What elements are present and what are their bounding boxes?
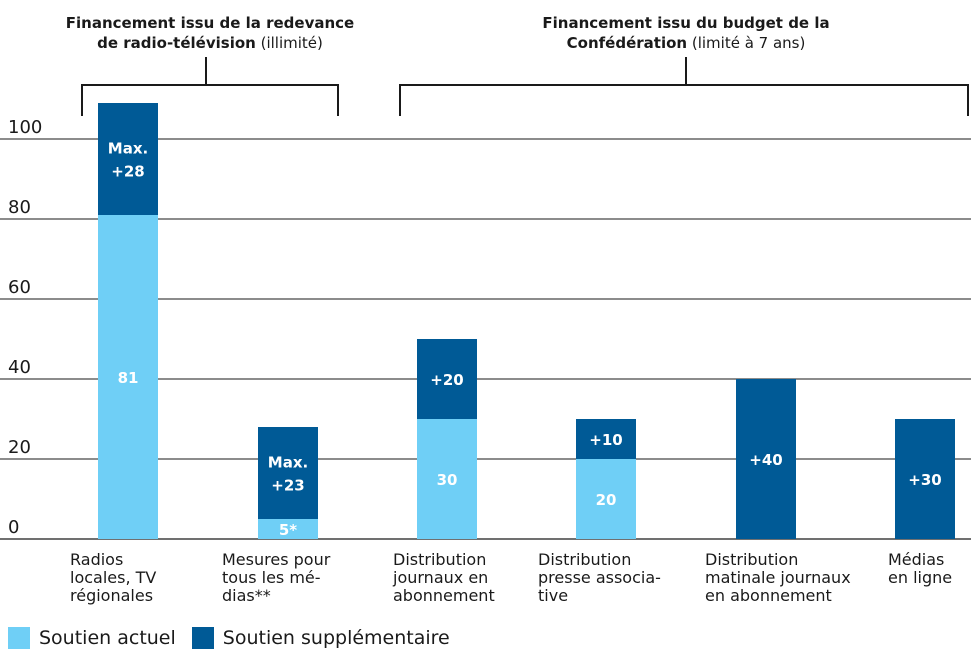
legend-label-additional: Soutien supplémentaire	[222, 627, 450, 649]
bar-value-label: +30	[908, 471, 941, 489]
y-tick-label: 100	[8, 117, 42, 138]
y-tick-label: 60	[8, 277, 31, 298]
group-title-line1: Financement issu du budget de la	[542, 14, 830, 32]
y-tick-label: 20	[8, 437, 31, 458]
group-title-line1: Financement issu de la redevance	[65, 14, 355, 32]
group-title-licence-fee: Financement issu de la redevance de radi…	[40, 13, 380, 53]
group-title-line2-normal: (limité à 7 ans)	[687, 34, 806, 52]
legend-label-current: Soutien actuel	[39, 627, 176, 649]
bar-value-label: +40	[749, 451, 782, 469]
bar-value-label: 81	[118, 369, 139, 387]
bracket-licence-fee	[81, 57, 339, 116]
x-category-label: Distribution journaux en abonnement	[393, 550, 495, 605]
group-title-line2-bold: de radio-télévision	[97, 34, 256, 52]
bar-value-label: Max.	[268, 454, 308, 472]
bar-current-support	[98, 215, 158, 539]
bar-additional-support	[576, 419, 636, 459]
bracket-federal-budget	[399, 57, 969, 116]
group-title-federal-budget: Financement issu du budget de la Confédé…	[506, 13, 866, 53]
x-category-label: Radios locales, TV régionales	[70, 550, 157, 605]
x-category-label: Distribution matinale journaux en abonne…	[705, 550, 851, 605]
bar-value-label: 5*	[279, 521, 297, 539]
bar-value-label: 30	[437, 471, 458, 489]
bar-additional-support	[258, 427, 318, 519]
y-tick-label: 80	[8, 197, 31, 218]
legend-item-additional: Soutien supplémentaire	[191, 627, 450, 649]
bar-value-label: Max.	[108, 140, 148, 158]
bar-additional-support	[895, 419, 955, 539]
legend-swatch-current	[8, 627, 30, 649]
bar-current-support	[576, 459, 636, 539]
x-category-label: Médias en ligne	[888, 550, 953, 587]
group-title-line2-normal: (illimité)	[255, 34, 323, 52]
legend-item-current: Soutien actuel	[8, 627, 176, 649]
bar-value-label: +28	[111, 163, 144, 181]
group-title-line2-bold: Confédération	[566, 34, 688, 52]
y-tick-label: 0	[8, 517, 19, 538]
bar-value-label: +10	[589, 431, 622, 449]
bar-value-label: +23	[271, 477, 304, 495]
bar-additional-support	[98, 103, 158, 215]
x-category-label: Mesures pour tous les mé- dias**	[222, 550, 331, 605]
bar-value-label: 20	[596, 491, 617, 509]
x-category-label: Distribution presse associa- tive	[538, 550, 661, 605]
bar-additional-support	[417, 339, 477, 419]
y-tick-label: 40	[8, 357, 31, 378]
bar-current-support	[417, 419, 477, 539]
bar-additional-support	[736, 379, 796, 539]
bar-current-support	[258, 519, 318, 539]
bar-value-label: +20	[430, 371, 463, 389]
legend: Soutien actuel Soutien supplémentaire	[8, 626, 466, 650]
legend-swatch-additional	[191, 627, 214, 649]
